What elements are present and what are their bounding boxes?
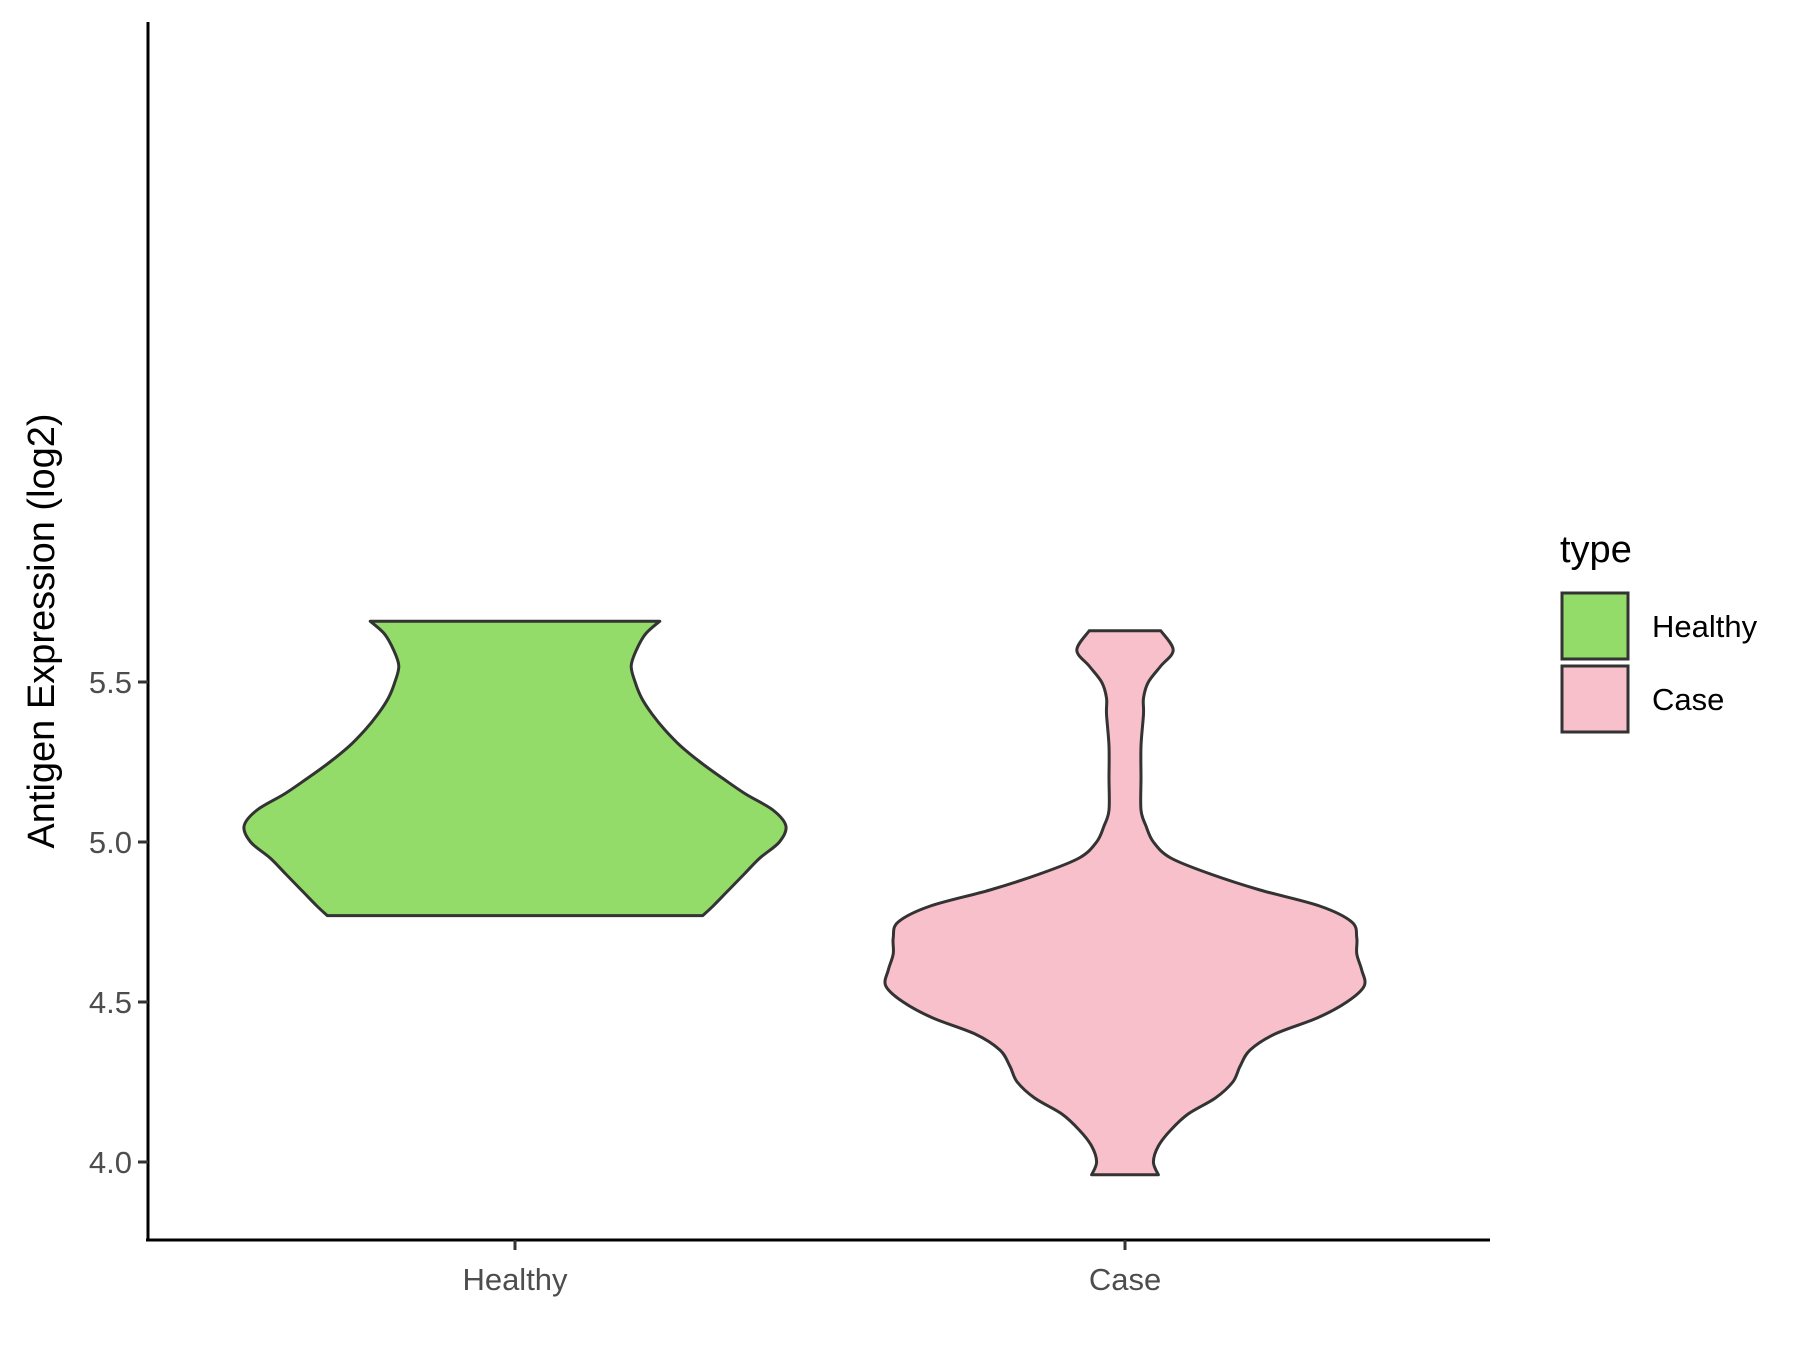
legend-label-case: Case	[1652, 682, 1724, 717]
legend: type Healthy Case	[1560, 529, 1758, 734]
y-tick-label: 5.5	[89, 665, 132, 700]
legend-title: type	[1560, 529, 1632, 571]
violin-case	[883, 629, 1367, 1177]
legend-key-case	[1560, 664, 1630, 734]
y-tick-label: 4.0	[89, 1145, 132, 1180]
x-tick-label-healthy: Healthy	[462, 1262, 568, 1297]
violin-healthy	[242, 619, 788, 918]
axes-layer	[146, 22, 1490, 1242]
y-ticks: 4.0 4.5 5.0 5.5	[89, 665, 148, 1180]
x-ticks: Healthy Case	[462, 1240, 1161, 1297]
legend-key-healthy	[1560, 591, 1630, 661]
y-tick-label: 4.5	[89, 985, 132, 1020]
y-tick-label: 5.0	[89, 825, 132, 860]
x-tick-label-case: Case	[1089, 1262, 1161, 1297]
legend-label-healthy: Healthy	[1652, 609, 1758, 644]
y-axis-title: Antigen Expression (log2)	[21, 413, 63, 848]
legend-items: Healthy Case	[1560, 591, 1758, 734]
violins-layer	[242, 619, 1367, 1177]
